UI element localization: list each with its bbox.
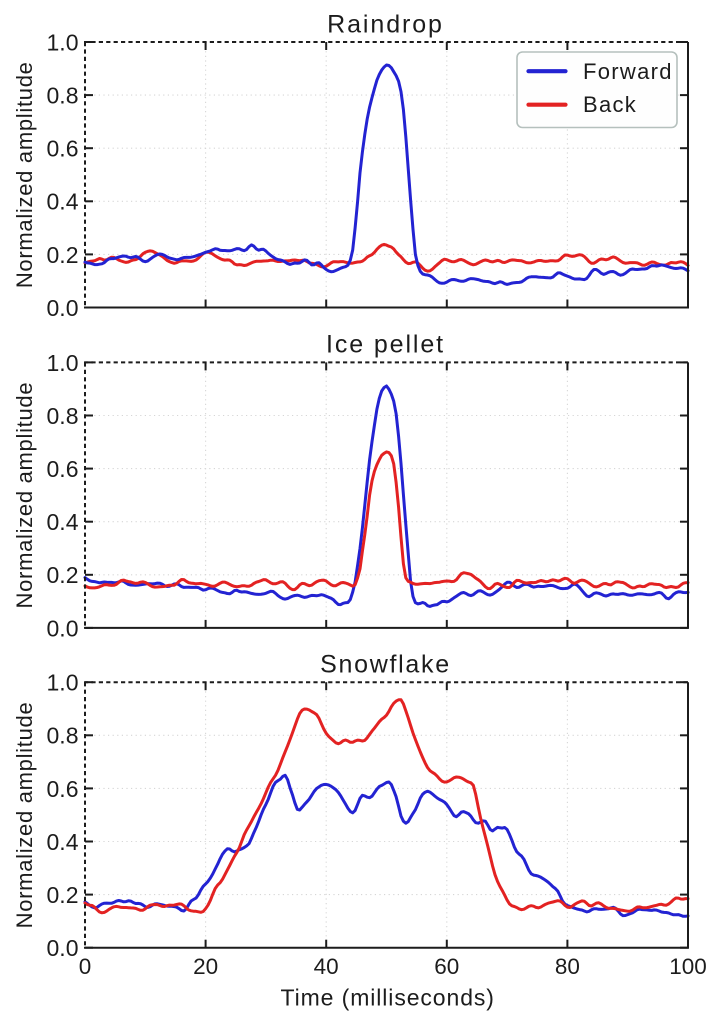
svg-text:0.0: 0.0 — [47, 295, 79, 321]
svg-text:Normalized amplitude: Normalized amplitude — [12, 702, 37, 929]
svg-text:Forward: Forward — [583, 59, 673, 84]
svg-text:80: 80 — [555, 954, 580, 979]
svg-text:1.0: 1.0 — [47, 350, 79, 376]
svg-text:0.0: 0.0 — [47, 615, 79, 641]
svg-text:Back: Back — [583, 92, 637, 117]
svg-text:0.4: 0.4 — [47, 509, 79, 535]
svg-text:1.0: 1.0 — [47, 670, 79, 696]
svg-text:0.2: 0.2 — [47, 882, 79, 908]
svg-text:Time (milliseconds): Time (milliseconds) — [281, 984, 495, 1010]
svg-text:Snowflake: Snowflake — [320, 651, 451, 679]
svg-text:0.6: 0.6 — [47, 136, 79, 162]
svg-text:40: 40 — [314, 954, 339, 979]
svg-text:60: 60 — [434, 954, 459, 979]
svg-text:1.0: 1.0 — [47, 29, 79, 55]
svg-text:0.8: 0.8 — [47, 83, 79, 109]
svg-text:Normalized amplitude: Normalized amplitude — [12, 61, 37, 288]
svg-text:0.4: 0.4 — [47, 829, 79, 855]
svg-text:Ice pellet: Ice pellet — [326, 331, 445, 359]
svg-text:100: 100 — [669, 954, 707, 979]
svg-text:0.0: 0.0 — [47, 935, 79, 961]
svg-text:0.8: 0.8 — [47, 723, 79, 749]
svg-text:Raindrop: Raindrop — [327, 11, 444, 39]
svg-text:20: 20 — [193, 954, 218, 979]
svg-text:0.2: 0.2 — [47, 562, 79, 588]
svg-text:0.2: 0.2 — [47, 242, 79, 268]
svg-text:0.4: 0.4 — [47, 189, 79, 215]
svg-text:0.8: 0.8 — [47, 403, 79, 429]
svg-text:0.6: 0.6 — [47, 776, 79, 802]
svg-text:0.6: 0.6 — [47, 456, 79, 482]
svg-text:Normalized amplitude: Normalized amplitude — [12, 382, 37, 609]
svg-text:0: 0 — [79, 954, 92, 979]
